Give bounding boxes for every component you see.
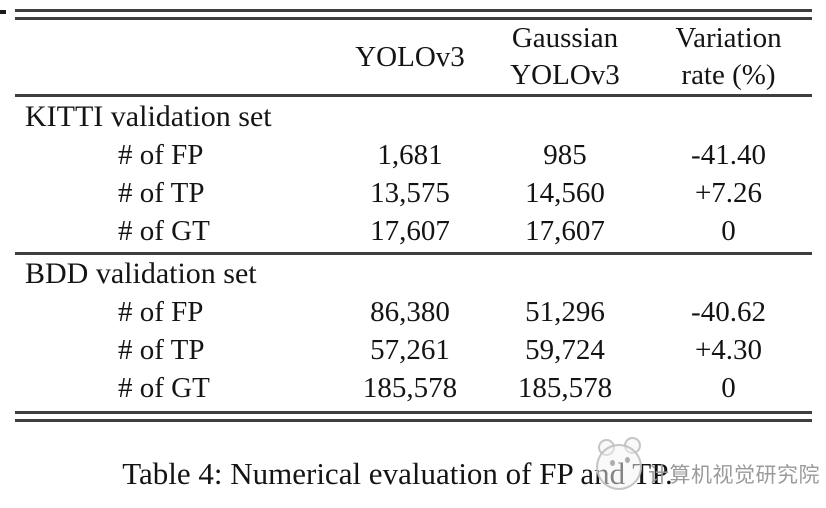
row-label: # of GT (118, 214, 210, 247)
section-title: BDD validation set (25, 257, 257, 290)
cell-yolov3: 17,607 (370, 214, 450, 247)
watermark-panda-mascot-icon (596, 437, 642, 490)
column-header-line: YOLOv3 (510, 59, 620, 91)
row-label: # of TP (118, 176, 205, 209)
watermark-text: 计算机视觉研究院 (648, 464, 820, 487)
cell-gaussian-yolov3: 17,607 (525, 214, 605, 247)
column-header-yolov3: YOLOv3 (335, 39, 485, 76)
mascot-eye-right (625, 457, 630, 463)
left-edge-mark (0, 10, 6, 14)
cell-variation-rate: 0 (721, 214, 736, 247)
table-row: # of TP 13,575 14,560 +7.26 (15, 174, 812, 212)
cell-gaussian-yolov3: 51,296 (525, 295, 605, 328)
column-header-line: Variation (675, 22, 782, 54)
cell-variation-rate: -41.40 (691, 138, 766, 171)
mascot-head (596, 444, 642, 490)
cell-gaussian-yolov3: 185,578 (517, 371, 613, 404)
row-label: # of FP (118, 138, 204, 171)
table-row: # of GT 17,607 17,607 0 (15, 212, 812, 250)
table-top-rule-1 (15, 9, 812, 12)
cell-yolov3: 86,380 (370, 295, 450, 328)
table-section-divider-rule (15, 252, 812, 255)
column-header-gaussian-yolov3: Gaussian YOLOv3 (485, 20, 645, 94)
cell-yolov3: 185,578 (362, 371, 458, 404)
table-row: # of FP 1,681 985 -41.40 (15, 136, 812, 174)
cell-yolov3: 57,261 (370, 333, 450, 366)
table-header-row: YOLOv3 Gaussian YOLOv3 Variation rate (%… (15, 20, 812, 94)
cell-gaussian-yolov3: 985 (543, 138, 587, 171)
cell-variation-rate: +7.26 (694, 176, 763, 209)
cell-yolov3: 1,681 (377, 138, 443, 171)
table-row: # of GT 185,578 185,578 0 (15, 369, 812, 407)
column-header-label: YOLOv3 (355, 40, 465, 73)
table-top-rule-2 (15, 17, 812, 20)
cell-variation-rate: +4.30 (694, 333, 763, 366)
row-label: # of TP (118, 333, 205, 366)
table-bottom-rule-2 (15, 419, 812, 422)
cell-variation-rate: -40.62 (691, 295, 766, 328)
table-row: # of TP 57,261 59,724 +4.30 (15, 331, 812, 369)
cell-yolov3: 13,575 (370, 176, 450, 209)
table-caption: Table 4: Numerical evaluation of FP and … (122, 456, 673, 491)
section-title-row: KITTI validation set (15, 98, 812, 136)
cell-gaussian-yolov3: 14,560 (525, 176, 605, 209)
section-title: KITTI validation set (25, 100, 272, 133)
row-label: # of GT (118, 371, 210, 404)
column-header-line: Gaussian (511, 22, 619, 54)
row-label: # of FP (118, 295, 204, 328)
mascot-eye-left (610, 460, 615, 466)
cell-gaussian-yolov3: 59,724 (525, 333, 605, 366)
table-bottom-rule-1 (15, 411, 812, 414)
cell-variation-rate: 0 (721, 371, 736, 404)
table-header-rule (15, 94, 812, 97)
column-header-variation-rate: Variation rate (%) (645, 20, 812, 94)
section-title-row: BDD validation set (15, 255, 812, 293)
column-header-line: rate (%) (681, 59, 776, 91)
table-row: # of FP 86,380 51,296 -40.62 (15, 293, 812, 331)
